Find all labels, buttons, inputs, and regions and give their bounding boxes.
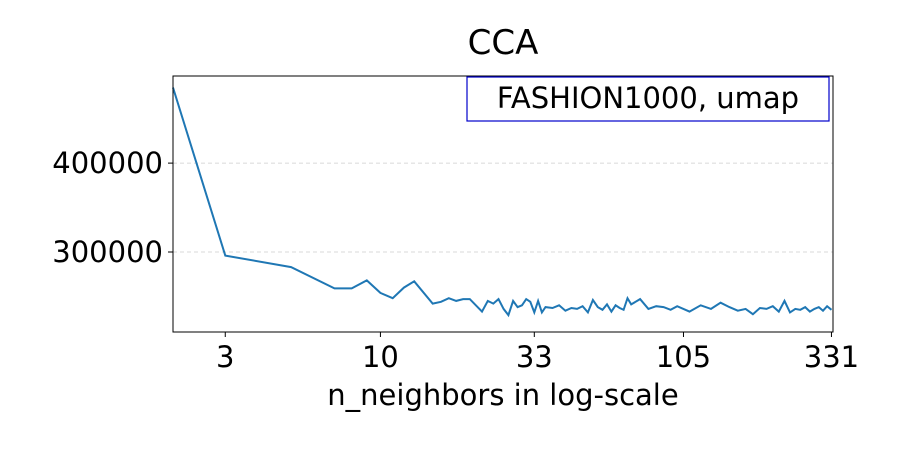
x-tick-label: 33: [516, 340, 553, 374]
plot-frame: [172, 75, 834, 333]
chart-title: CCA: [468, 23, 539, 63]
x-tick-label: 105: [656, 340, 711, 374]
line-series: [172, 87, 833, 318]
x-tick-label: 3: [216, 340, 234, 374]
x-axis-label: n_neighbors in log-scale: [327, 378, 678, 412]
annotation: FASHION1000, umap: [497, 81, 799, 115]
y-tick-label: 300000: [52, 235, 163, 269]
x-tick-label: 331: [804, 340, 859, 374]
y-tick-label: 400000: [52, 146, 163, 180]
annotation-box: [466, 76, 830, 122]
x-tick-label: 10: [362, 340, 399, 374]
